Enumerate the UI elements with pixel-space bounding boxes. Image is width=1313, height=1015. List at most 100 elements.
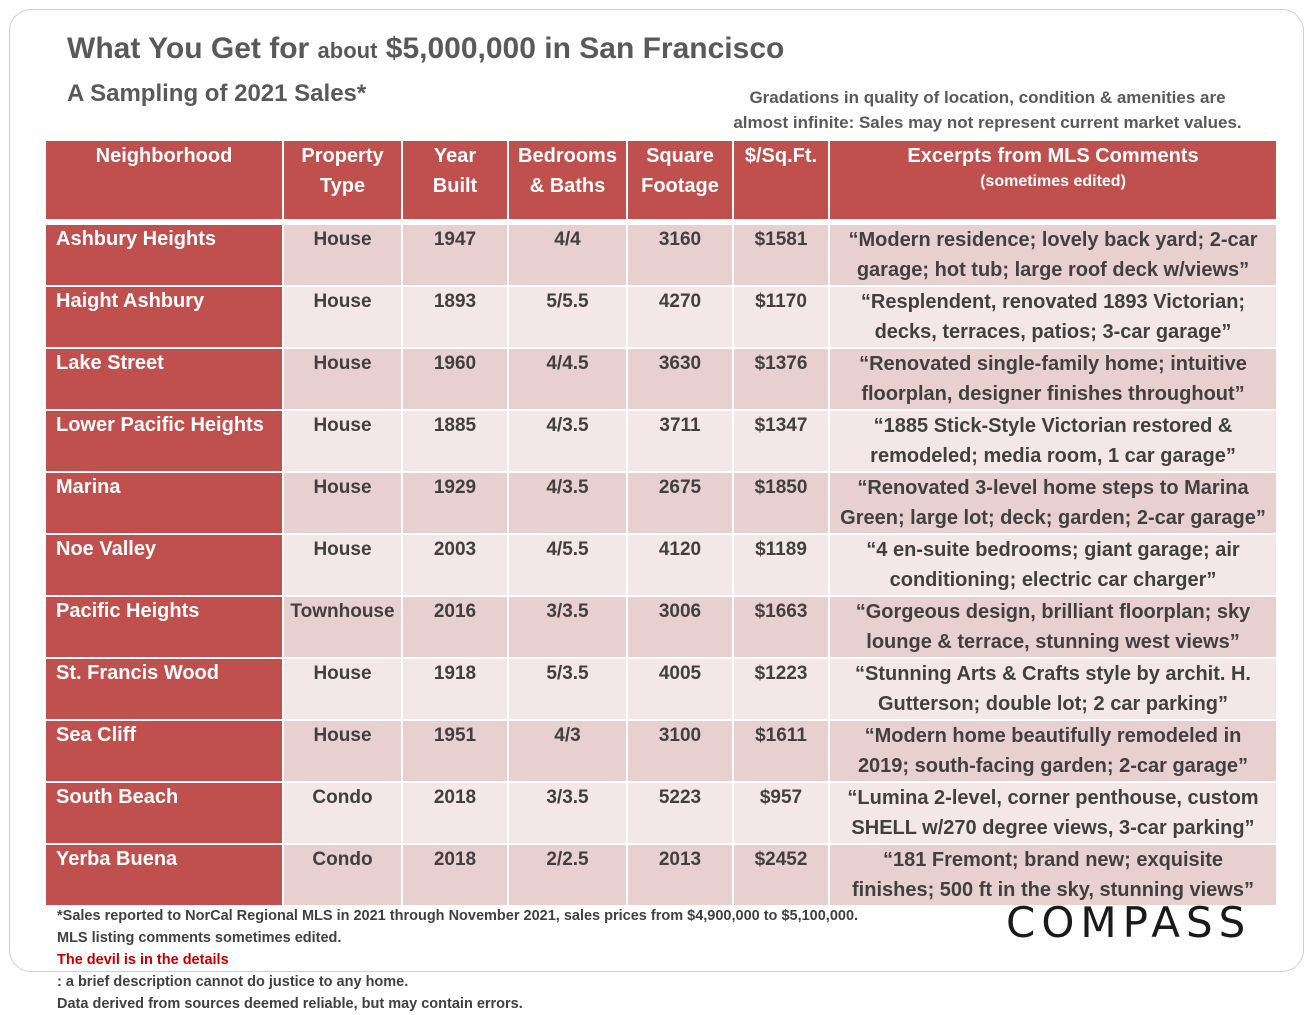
table-row: Yerba Buena Condo 2018 2/2.5 2013 $2452 “181 F… [44, 843, 1278, 907]
price-per-sqft-cell: $2452 [732, 843, 830, 907]
bedrooms-baths-cell: 5/5.5 [507, 285, 628, 349]
neighborhood-cell: Lower Pacific Heights [44, 409, 284, 473]
neighborhood-cell: Yerba Buena [44, 843, 284, 907]
square-footage-cell: 3006 [626, 595, 734, 659]
mls-comment-cell: “Stunning Arts & Crafts style by archit.… [828, 657, 1278, 721]
square-footage-cell: 2013 [626, 843, 734, 907]
header-price-per-sqft: $/Sq.Ft. [732, 139, 830, 221]
year-built-cell: 2016 [401, 595, 509, 659]
header-year-built: Year Built [401, 139, 509, 221]
property-type-cell: Townhouse [282, 595, 403, 659]
mls-comment-cell: “Resplendent, renovated 1893 Victorian; d… [828, 285, 1278, 349]
bedrooms-baths-cell: 5/3.5 [507, 657, 628, 721]
square-footage-cell: 3160 [626, 223, 734, 287]
bedrooms-baths-cell: 3/3.5 [507, 781, 628, 845]
neighborhood-cell: Sea Cliff [44, 719, 284, 783]
square-footage-cell: 4005 [626, 657, 734, 721]
table-row: St. Francis Wood House 1918 5/3.5 4005 $1223 “… [44, 657, 1278, 721]
neighborhood-cell: Ashbury Heights [44, 223, 284, 287]
price-per-sqft-cell: $1663 [732, 595, 830, 659]
bedrooms-baths-cell: 4/5.5 [507, 533, 628, 597]
property-type-cell: House [282, 409, 403, 473]
square-footage-cell: 4270 [626, 285, 734, 349]
year-built-cell: 1885 [401, 409, 509, 473]
table-row: Haight Ashbury House 1893 5/5.5 4270 $1170 “Re… [44, 285, 1278, 349]
bedrooms-baths-cell: 4/3.5 [507, 471, 628, 535]
header-property-type: Property Type [282, 139, 403, 221]
page-title: What You Get for about $5,000,000 in San… [67, 32, 785, 65]
neighborhood-cell: Lake Street [44, 347, 284, 411]
table-row: Ashbury Heights House 1947 4/4 3160 $1581 “Mod… [44, 223, 1278, 287]
bedrooms-baths-cell: 4/4 [507, 223, 628, 287]
bedrooms-baths-cell: 4/4.5 [507, 347, 628, 411]
property-type-cell: House [282, 719, 403, 783]
property-type-cell: House [282, 347, 403, 411]
mls-comment-cell: “Modern residence; lovely back yard; 2-c… [828, 223, 1278, 287]
bedrooms-baths-cell: 4/3 [507, 719, 628, 783]
year-built-cell: 1893 [401, 285, 509, 349]
mls-comment-cell: “Gorgeous design, brilliant floorplan; s… [828, 595, 1278, 659]
square-footage-cell: 3630 [626, 347, 734, 411]
price-per-sqft-cell: $1223 [732, 657, 830, 721]
table-row: Lake Street House 1960 4/4.5 3630 $1376 “Renov… [44, 347, 1278, 411]
neighborhood-cell: South Beach [44, 781, 284, 845]
sales-table: Neighborhood Property Type Year Built Bedr… [44, 139, 1278, 907]
footnote: *Sales reported to NorCal Regional MLS i… [57, 908, 859, 1012]
neighborhood-cell: Haight Ashbury [44, 285, 284, 349]
table-row: South Beach Condo 2018 3/3.5 5223 $957 “Lumina… [44, 781, 1278, 845]
header-neighborhood: Neighborhood [44, 139, 284, 221]
price-per-sqft-cell: $1347 [732, 409, 830, 473]
year-built-cell: 2018 [401, 781, 509, 845]
property-type-cell: House [282, 533, 403, 597]
neighborhood-cell: Pacific Heights [44, 595, 284, 659]
mls-comment-cell: “Lumina 2-level, corner penthouse, custo… [828, 781, 1278, 845]
square-footage-cell: 3100 [626, 719, 734, 783]
mls-comment-cell: “1885 Stick-Style Victorian restored & re… [828, 409, 1278, 473]
mls-comment-cell: “Renovated single-family home; intuitive… [828, 347, 1278, 411]
price-per-sqft-cell: $1189 [732, 533, 830, 597]
mls-comment-cell: “Modern home beautifully remodeled in 201… [828, 719, 1278, 783]
mls-comment-cell: “Renovated 3-level home steps to Marina G… [828, 471, 1278, 535]
property-type-cell: House [282, 285, 403, 349]
square-footage-cell: 2675 [626, 471, 734, 535]
neighborhood-cell: St. Francis Wood [44, 657, 284, 721]
price-per-sqft-cell: $1611 [732, 719, 830, 783]
disclaimer-note: Gradations in quality of location, condi… [733, 88, 1242, 132]
header-row: Neighborhood Property Type Year Built Bedr… [44, 139, 1278, 221]
property-type-cell: Condo [282, 781, 403, 845]
mls-comment-cell: “4 en-suite bedrooms; giant garage; air c… [828, 533, 1278, 597]
bedrooms-baths-cell: 4/3.5 [507, 409, 628, 473]
price-per-sqft-cell: $1581 [732, 223, 830, 287]
price-per-sqft-cell: $1170 [732, 285, 830, 349]
table-row: Noe Valley House 2003 4/5.5 4120 $1189 “4 en-s… [44, 533, 1278, 597]
price-per-sqft-cell: $1376 [732, 347, 830, 411]
neighborhood-cell: Marina [44, 471, 284, 535]
header-bedrooms-baths: Bedrooms & Baths [507, 139, 628, 221]
price-per-sqft-cell: $957 [732, 781, 830, 845]
table-row: Sea Cliff House 1951 4/3 3100 $1611 “Modern ho… [44, 719, 1278, 783]
price-per-sqft-cell: $1850 [732, 471, 830, 535]
property-type-cell: House [282, 223, 403, 287]
neighborhood-cell: Noe Valley [44, 533, 284, 597]
square-footage-cell: 4120 [626, 533, 734, 597]
table-row: Pacific Heights Townhouse 2016 3/3.5 3006 $16… [44, 595, 1278, 659]
table-row: Lower Pacific Heights House 1885 4/3.5 3711 $… [44, 409, 1278, 473]
year-built-cell: 1918 [401, 657, 509, 721]
compass-logo: COMPASS [1006, 898, 1252, 947]
year-built-cell: 1929 [401, 471, 509, 535]
year-built-cell: 1960 [401, 347, 509, 411]
header-mls-comments: Excerpts from MLS Comments (sometimes edi… [828, 139, 1278, 221]
devil-details-highlight: The devil is in the details [57, 952, 229, 968]
page-subtitle: A Sampling of 2021 Sales* [67, 80, 367, 107]
square-footage-cell: 5223 [626, 781, 734, 845]
year-built-cell: 2003 [401, 533, 509, 597]
bedrooms-baths-cell: 3/3.5 [507, 595, 628, 659]
mls-comment-cell: “181 Fremont; brand new; exquisite finish… [828, 843, 1278, 907]
year-built-cell: 2018 [401, 843, 509, 907]
header-square-footage: Square Footage [626, 139, 734, 221]
table-row: Marina House 1929 4/3.5 2675 $1850 “Renovated … [44, 471, 1278, 535]
property-type-cell: House [282, 657, 403, 721]
year-built-cell: 1951 [401, 719, 509, 783]
property-type-cell: House [282, 471, 403, 535]
property-type-cell: Condo [282, 843, 403, 907]
